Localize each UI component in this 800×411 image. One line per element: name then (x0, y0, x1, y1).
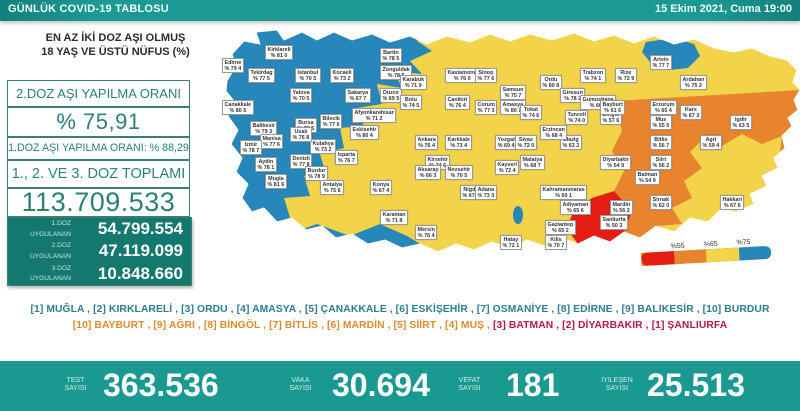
svg-text:%75: %75 (736, 239, 750, 247)
svg-text:%55: %55 (671, 243, 685, 251)
svg-text:%65: %65 (703, 241, 717, 249)
